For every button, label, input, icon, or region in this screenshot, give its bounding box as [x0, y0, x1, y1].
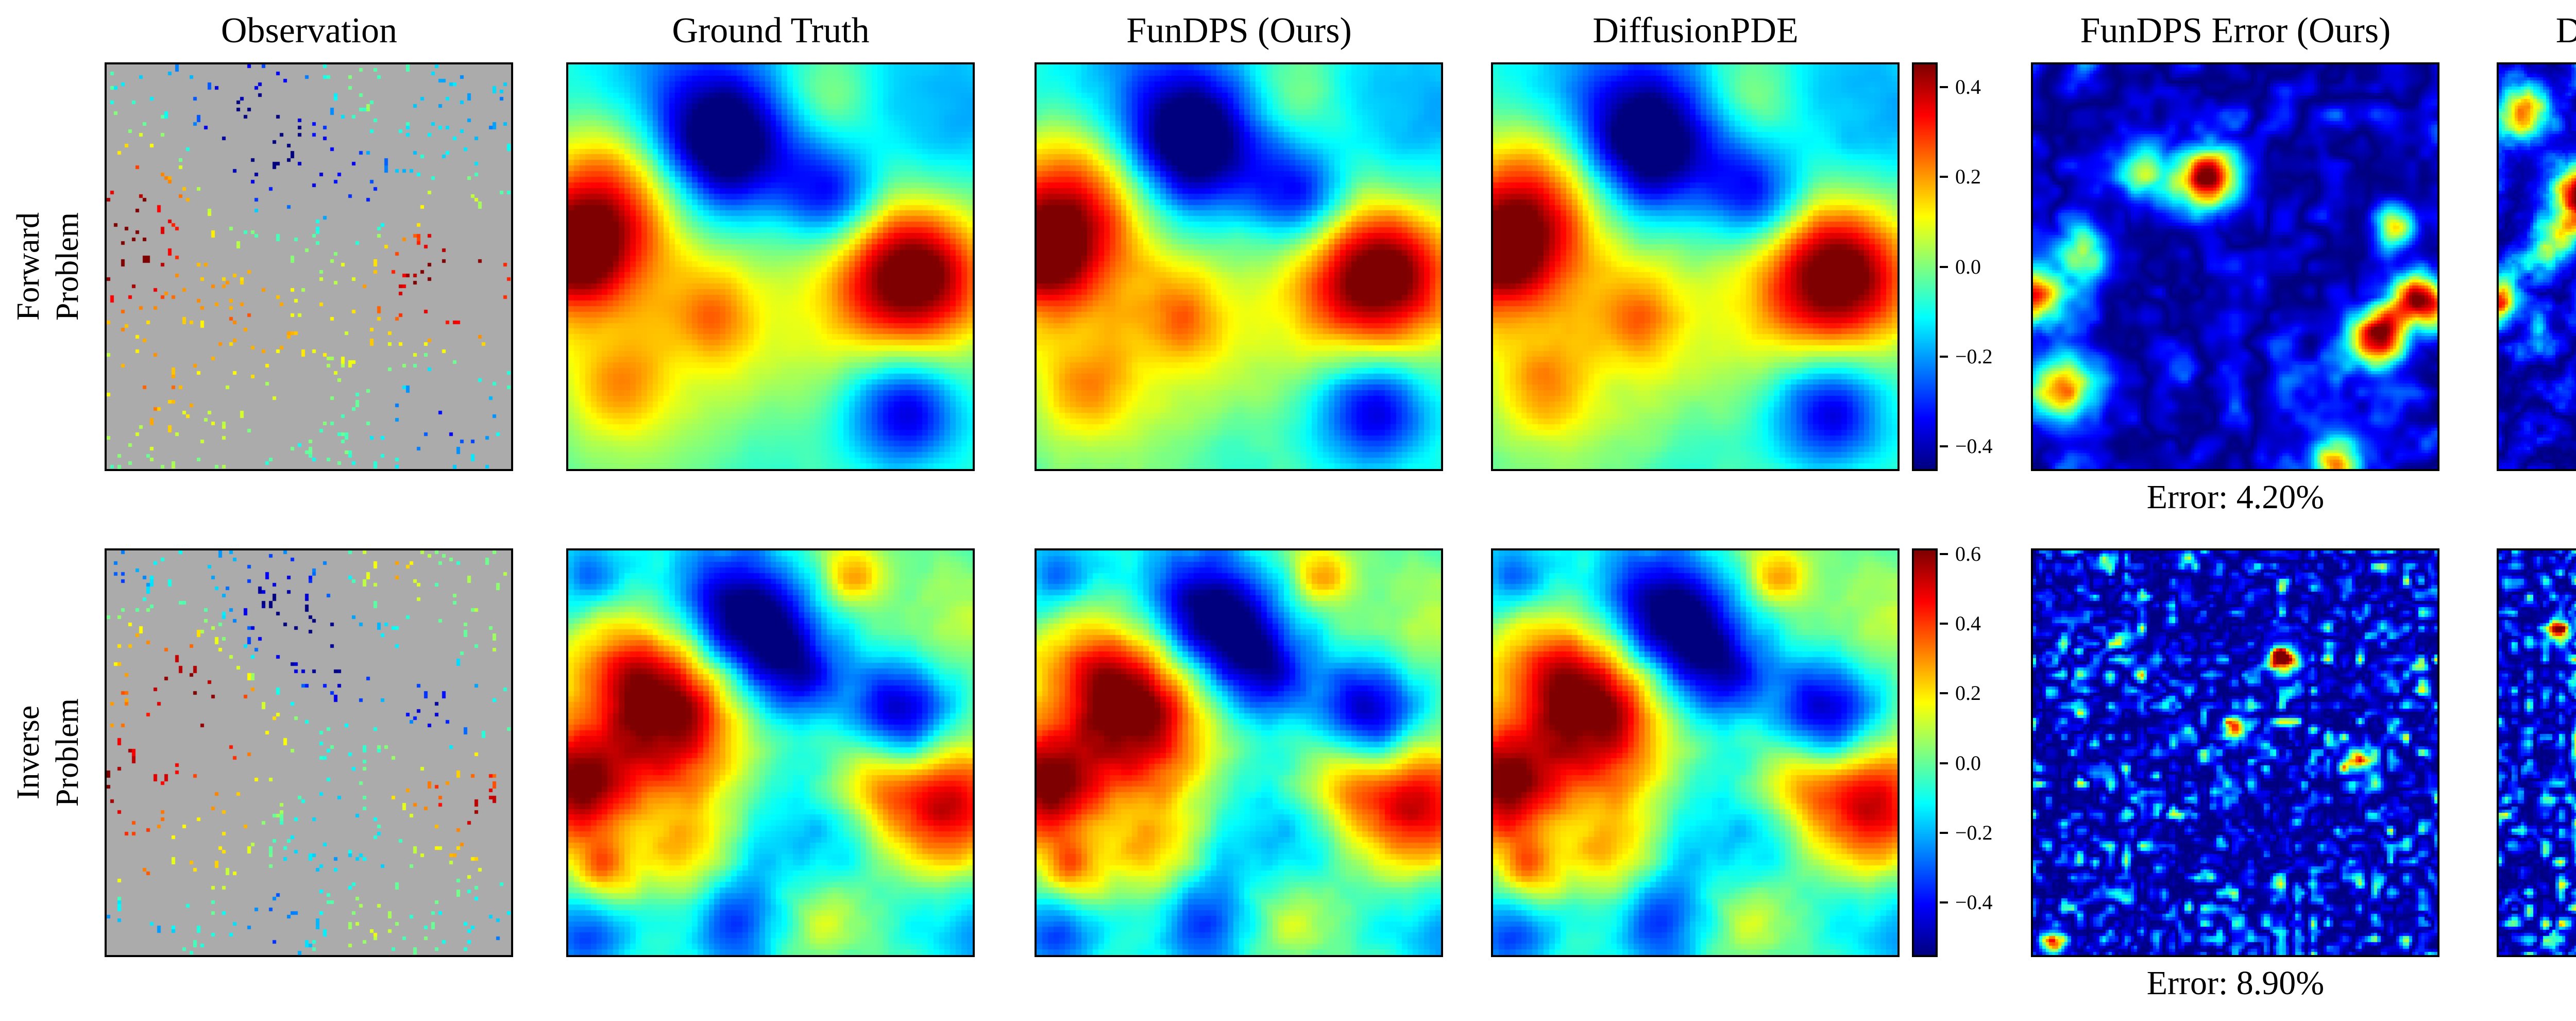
forward-main-colorbar-tick [1940, 176, 1948, 178]
forward-main-colorbar [1912, 62, 1938, 471]
column-title-fundps-error: FunDPS Error (Ours) [2080, 11, 2391, 51]
inverse-main-colorbar-tick-label: −0.4 [1955, 891, 1993, 914]
forward-diffusionpde-panel [1491, 62, 1900, 471]
forward-fundps-error-panel [2031, 62, 2439, 471]
inverse-main-colorbar-tick [1940, 553, 1948, 555]
inverse-main-colorbar-gradient [1914, 550, 1936, 955]
inverse-main-colorbar-tick-label: 0.2 [1955, 681, 1981, 705]
inverse-main-colorbar-tick [1940, 901, 1948, 904]
inverse-diffusionpde-panel [1491, 548, 1900, 957]
forward-fundps-heatmap [1037, 64, 1441, 469]
forward-diffusionpde-error-panel [2497, 62, 2576, 471]
forward-observation-heatmap [107, 64, 511, 469]
column-title-diffusionpde: DiffusionPDE [1592, 11, 1799, 51]
forward-main-colorbar-tick [1940, 355, 1948, 358]
inverse-fundps-error-heatmap [2033, 550, 2437, 955]
forward-diffusionpde-error-heatmap [2499, 64, 2576, 469]
inverse-diffusionpde-error-heatmap [2499, 550, 2576, 955]
inverse-main-colorbar-tick-label: 0.0 [1955, 751, 1981, 775]
inverse-main-colorbar-tick [1940, 832, 1948, 834]
forward-main-colorbar-tick-label: −0.2 [1955, 344, 1993, 368]
column-title-fundps: FunDPS (Ours) [1126, 11, 1352, 51]
forward-observation-panel [105, 62, 513, 471]
inverse-main-colorbar-tick-label: −0.2 [1955, 821, 1993, 845]
inverse-ground-truth-heatmap [568, 550, 973, 955]
inverse-diffusionpde-heatmap [1493, 550, 1897, 955]
forward-diffusionpde-heatmap [1493, 64, 1897, 469]
error-caption-inverse-fundps: Error: 8.90% [2146, 964, 2325, 1002]
column-title-ground-truth: Ground Truth [672, 11, 870, 51]
error-caption-forward-diffusionpde: Error: 4.54% [2469, 477, 2576, 518]
error-caption-inverse-diffusionpde: Error: 9.99% [2469, 963, 2576, 1004]
forward-main-colorbar-tick-label: 0.4 [1955, 75, 1981, 98]
forward-main-colorbar-gradient [1914, 64, 1936, 469]
inverse-main-colorbar-tick [1940, 762, 1948, 764]
inverse-fundps-heatmap [1037, 550, 1441, 955]
forward-fundps-panel [1035, 62, 1443, 471]
forward-ground-truth-panel [566, 62, 975, 471]
error-caption-forward-fundps: Error: 4.20% [2146, 478, 2325, 516]
inverse-fundps-error-panel [2031, 548, 2439, 957]
column-title-diffusionpde-error: DiffusionPDE Error [2555, 11, 2576, 51]
inverse-main-colorbar-tick [1940, 623, 1948, 625]
inverse-main-colorbar-tick-label: 0.4 [1955, 612, 1981, 635]
forward-ground-truth-heatmap [568, 64, 973, 469]
forward-main-colorbar-tick [1940, 265, 1948, 268]
forward-main-colorbar-tick [1940, 445, 1948, 448]
inverse-diffusionpde-error-panel [2497, 548, 2576, 957]
forward-main-colorbar-tick [1940, 86, 1948, 88]
column-title-observation: Observation [221, 11, 398, 51]
inverse-main-colorbar-tick-label: 0.6 [1955, 542, 1981, 565]
inverse-fundps-panel [1035, 548, 1443, 957]
inverse-ground-truth-panel [566, 548, 975, 957]
inverse-observation-panel [105, 548, 513, 957]
forward-main-colorbar-tick-label: −0.4 [1955, 434, 1993, 458]
inverse-main-colorbar [1912, 548, 1938, 957]
forward-main-colorbar-tick-label: 0.0 [1955, 255, 1981, 278]
row-label-inverse-problem: Inverse Problem [11, 698, 85, 807]
inverse-observation-heatmap [107, 550, 511, 955]
row-label-forward-problem: Forward Problem [11, 212, 85, 321]
inverse-main-colorbar-tick [1940, 692, 1948, 695]
forward-main-colorbar-tick-label: 0.2 [1955, 165, 1981, 189]
forward-fundps-error-heatmap [2033, 64, 2437, 469]
